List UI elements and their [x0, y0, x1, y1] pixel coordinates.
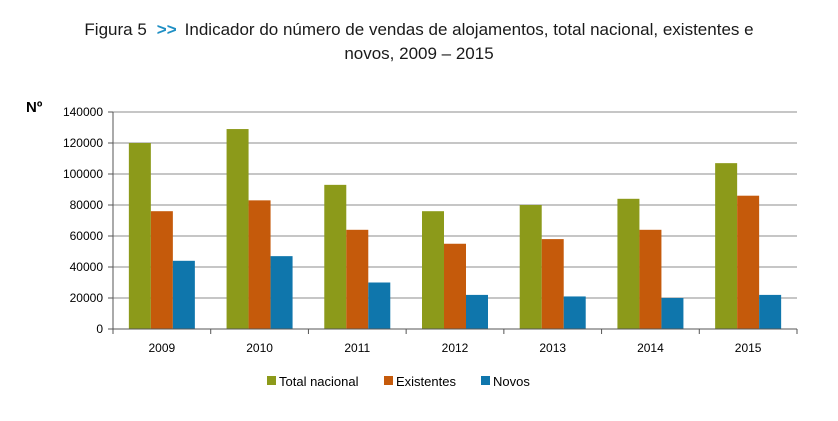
y-axis-label: Nº	[26, 99, 43, 116]
bar-total-nacional-2011	[324, 184, 347, 329]
legend-label: Existentes	[396, 374, 456, 389]
y-tick-label: 100000	[63, 167, 103, 181]
title-line-2: novos, 2009 – 2015	[344, 44, 494, 63]
legend-label: Novos	[493, 374, 530, 389]
bar-total-nacional-2010	[226, 129, 249, 329]
bar-novos-2014	[661, 298, 684, 329]
title-text-1: Indicador do número de vendas de alojame…	[184, 20, 754, 39]
x-tick-label: 2011	[344, 341, 370, 355]
bar-novos-2010	[270, 256, 293, 329]
bar-total-nacional-2013	[519, 205, 542, 329]
legend-swatch-existentes	[384, 376, 393, 385]
y-tick-label: 0	[96, 322, 103, 336]
y-tick-label: 20000	[70, 291, 104, 305]
axes	[112, 112, 797, 330]
y-tick-label: 60000	[70, 229, 104, 243]
y-tick-label: 140000	[63, 105, 103, 119]
title-arrow: >>	[156, 20, 177, 39]
bar-existentes-2011	[346, 229, 369, 329]
bar-novos-2009	[172, 260, 195, 329]
bar-novos-2011	[368, 282, 391, 329]
x-tick-label: 2013	[539, 341, 566, 355]
bar-existentes-2014	[639, 229, 662, 329]
bars	[128, 129, 782, 329]
bar-existentes-2009	[150, 211, 173, 329]
legend: Total nacional Existentes Novos	[267, 374, 530, 389]
chart-title: Figura 5 >> Indicador do número de vendas …	[0, 18, 838, 66]
title-line-1: Figura 5 >> Indicador do número de vendas …	[0, 18, 838, 42]
y-tick-label: 40000	[70, 260, 104, 274]
x-tick-label: 2015	[735, 341, 762, 355]
x-axis-ticks: 2009 2010 2011 2012 2013 2014 2015	[112, 329, 798, 355]
x-tick-label: 2014	[637, 341, 664, 355]
legend-label: Total nacional	[279, 374, 359, 389]
bar-existentes-2010	[248, 200, 271, 329]
bar-existentes-2013	[541, 239, 564, 329]
x-tick-label: 2010	[246, 341, 273, 355]
bar-total-nacional-2015	[715, 163, 738, 329]
legend-swatch-total-nacional	[267, 376, 276, 385]
y-tick-label: 120000	[63, 136, 103, 150]
bar-existentes-2012	[444, 243, 466, 329]
bar-novos-2015	[759, 294, 782, 329]
legend-swatch-novos	[481, 376, 490, 385]
x-tick-label: 2009	[149, 341, 176, 355]
bar-existentes-2015	[737, 195, 760, 329]
y-tick-label: 80000	[70, 198, 104, 212]
bar-novos-2013	[563, 296, 586, 329]
y-axis-ticks: 0 20000 40000 60000 80000 100000 120000 140000	[63, 105, 113, 336]
figure-number: Figura 5	[84, 20, 147, 39]
bar-novos-2012	[466, 294, 488, 329]
bar-total-nacional-2014	[617, 198, 640, 329]
x-tick-label: 2012	[442, 341, 469, 355]
bar-total-nacional-2009	[128, 143, 151, 329]
bar-total-nacional-2012	[422, 211, 444, 329]
